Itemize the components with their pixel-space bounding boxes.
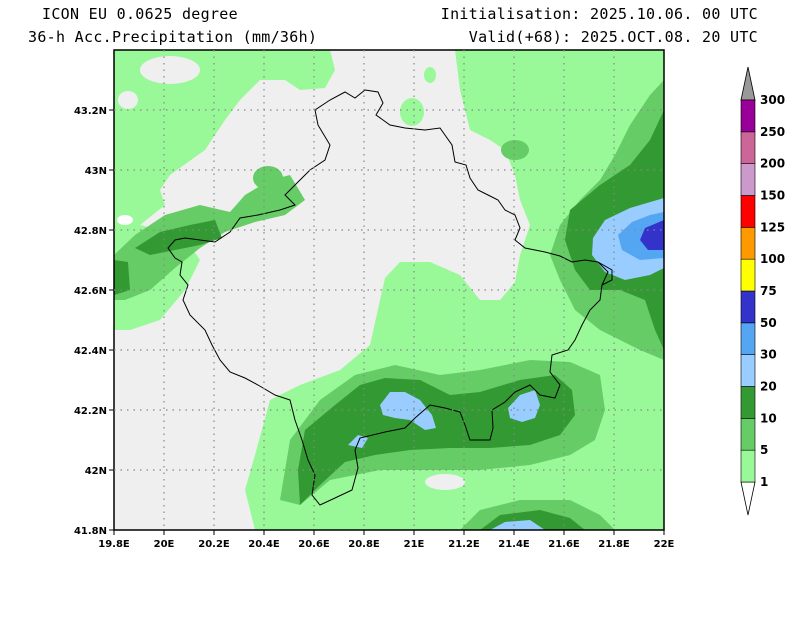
colorbar-over-triangle — [740, 66, 756, 101]
model-title: ICON EU 0.0625 degree — [42, 5, 238, 23]
field-title: 36-h Acc.Precipitation (mm/36h) — [28, 28, 318, 46]
y-tick-label: 43N — [85, 166, 107, 177]
country-border-inner — [597, 261, 613, 286]
x-tick-label: 20E — [154, 539, 175, 550]
colorbar-label: 100 — [760, 252, 785, 266]
colorbar-label: 30 — [760, 348, 777, 362]
y-tick-label: 42.2N — [74, 406, 107, 417]
y-tick-label: 42.8N — [74, 226, 107, 237]
x-tick-label: 20.4E — [248, 539, 280, 550]
x-tick-label: 21.8E — [598, 539, 630, 550]
dry-patch — [140, 56, 200, 84]
colorbar-swatch — [740, 163, 756, 196]
colorbar-swatch — [740, 99, 756, 133]
colorbar: 1 5 10 20 30 50 75 100 125 150 200 250 300 — [740, 66, 785, 516]
precip-area-20mm-bottom — [490, 520, 545, 530]
dry-patch — [118, 91, 138, 109]
colorbar-label: 75 — [760, 284, 777, 298]
y-tick-label: 42.4N — [74, 346, 107, 357]
wet-patch — [424, 67, 436, 83]
x-tick-label: 20.8E — [348, 539, 380, 550]
colorbar-swatch — [740, 449, 756, 483]
precip-area-10mm-left — [114, 260, 130, 295]
y-tick-label: 43.2N — [74, 106, 107, 117]
precip-area-20mm-2 — [508, 390, 540, 422]
y-tick-label: 42N — [85, 466, 107, 477]
wet-patch — [400, 98, 424, 126]
map-plot-area — [114, 50, 664, 530]
precip-area-5mm-spot — [501, 140, 529, 160]
colorbar-label: 125 — [760, 220, 785, 234]
dry-patch — [117, 215, 133, 225]
colorbar-under-triangle — [740, 481, 756, 516]
colorbar-label: 300 — [760, 93, 785, 107]
colorbar-label: 5 — [760, 443, 768, 457]
y-tick-label: 42.6N — [74, 286, 107, 297]
colorbar-swatch — [740, 227, 756, 260]
precip-area-5mm-spot — [253, 166, 283, 190]
y-tick-label: 41.8N — [74, 526, 107, 537]
colorbar-label: 20 — [760, 380, 777, 394]
precip-area-10mm-south — [298, 375, 575, 505]
x-tick-label: 19.8E — [98, 539, 130, 550]
precip-area-20mm — [380, 392, 436, 430]
init-time: Initialisation: 2025.10.06. 00 UTC — [440, 5, 758, 23]
x-tick-label: 22E — [654, 539, 675, 550]
x-tick-label: 20.6E — [298, 539, 330, 550]
precip-area-10mm — [135, 220, 222, 255]
x-tick-label: 21.2E — [448, 539, 480, 550]
colorbar-swatch — [740, 418, 756, 451]
dry-patch — [425, 474, 465, 490]
colorbar-swatch — [740, 258, 756, 292]
valid-time: Valid(+68): 2025.OCT.08. 20 UTC — [468, 28, 758, 46]
x-tick-label: 21.4E — [498, 539, 530, 550]
x-tick-label: 21.6E — [548, 539, 580, 550]
colorbar-label: 150 — [760, 189, 785, 203]
latitude-axis: 41.8N 42N 42.2N 42.4N 42.6N 42.8N 43N 43.2N — [74, 106, 114, 537]
colorbar-label: 200 — [760, 157, 785, 171]
colorbar-label: 250 — [760, 125, 785, 139]
x-tick-label: 21E — [404, 539, 425, 550]
precip-area-1mm — [114, 50, 335, 225]
colorbar-label: 50 — [760, 316, 777, 330]
colorbar-swatch — [740, 290, 756, 324]
graticule — [114, 50, 664, 530]
x-tick-label: 20.2E — [198, 539, 230, 550]
longitude-axis: 19.8E 20E 20.2E 20.4E 20.6E 20.8E 21E 21.2E 21.4… — [98, 530, 675, 550]
country-border — [167, 89, 609, 506]
colorbar-swatch — [740, 354, 756, 387]
colorbar-label: 1 — [760, 475, 768, 489]
colorbar-swatch — [740, 322, 756, 355]
colorbar-swatch — [740, 386, 756, 419]
colorbar-swatch — [740, 131, 756, 164]
colorbar-label: 10 — [760, 411, 777, 425]
precip-area-50mm — [640, 220, 664, 250]
colorbar-swatch — [740, 195, 756, 228]
